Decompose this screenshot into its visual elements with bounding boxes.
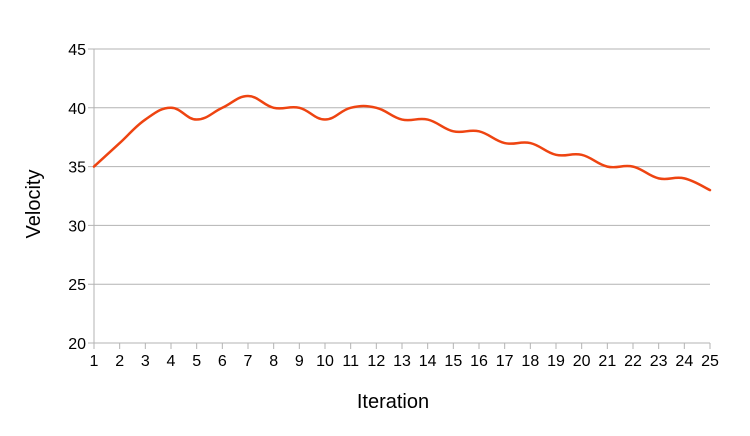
y-tick-label: 40	[68, 101, 86, 118]
x-tick-label: 8	[269, 353, 278, 370]
series-line	[92, 94, 712, 192]
x-tick-label: 18	[521, 353, 539, 370]
x-axis-title: Iteration	[357, 391, 429, 413]
x-tick-label: 16	[470, 353, 488, 370]
x-tick-label: 4	[167, 353, 176, 370]
y-tick-label: 35	[68, 160, 86, 177]
y-tick-label: 20	[68, 336, 86, 353]
x-tick-label: 14	[419, 353, 437, 370]
x-tick-label: 5	[192, 353, 201, 370]
x-tick-label: 2	[115, 353, 124, 370]
x-tick-label: 1	[90, 353, 99, 370]
x-tick-label: 20	[573, 353, 591, 370]
y-tick-label: 30	[68, 218, 86, 235]
x-tick-label: 21	[598, 353, 616, 370]
axes	[93, 49, 711, 349]
x-tick-label: 7	[244, 353, 253, 370]
x-tick-label: 19	[547, 353, 565, 370]
x-tick-label: 9	[295, 353, 304, 370]
x-tick-label: 13	[393, 353, 411, 370]
series-layer	[92, 94, 712, 192]
x-tick-label: 3	[141, 353, 150, 370]
x-tick-label: 25	[701, 353, 719, 370]
x-tick-label: 22	[624, 353, 642, 370]
x-tick-label: 15	[444, 353, 462, 370]
x-tick-label: 12	[367, 353, 385, 370]
x-tick-labels: 1 2 3 4 5 6 7 8 9 10 11 12 13 14 15 16 17 18 19 20 21 22 23 24 2…	[90, 353, 719, 370]
x-tick-label: 17	[496, 353, 514, 370]
y-axis-title: Velocity	[23, 170, 45, 239]
x-tick-label: 11	[342, 353, 359, 370]
gridlines	[88, 48, 710, 344]
y-tick-label: 25	[68, 277, 86, 294]
x-tick-label: 24	[675, 353, 693, 370]
y-tick-label: 45	[68, 42, 86, 59]
x-tick-label: 23	[650, 353, 668, 370]
y-tick-labels: 20 25 30 35 40 45	[68, 42, 86, 353]
x-tick-label: 10	[316, 353, 334, 370]
x-tick-label: 6	[218, 353, 227, 370]
